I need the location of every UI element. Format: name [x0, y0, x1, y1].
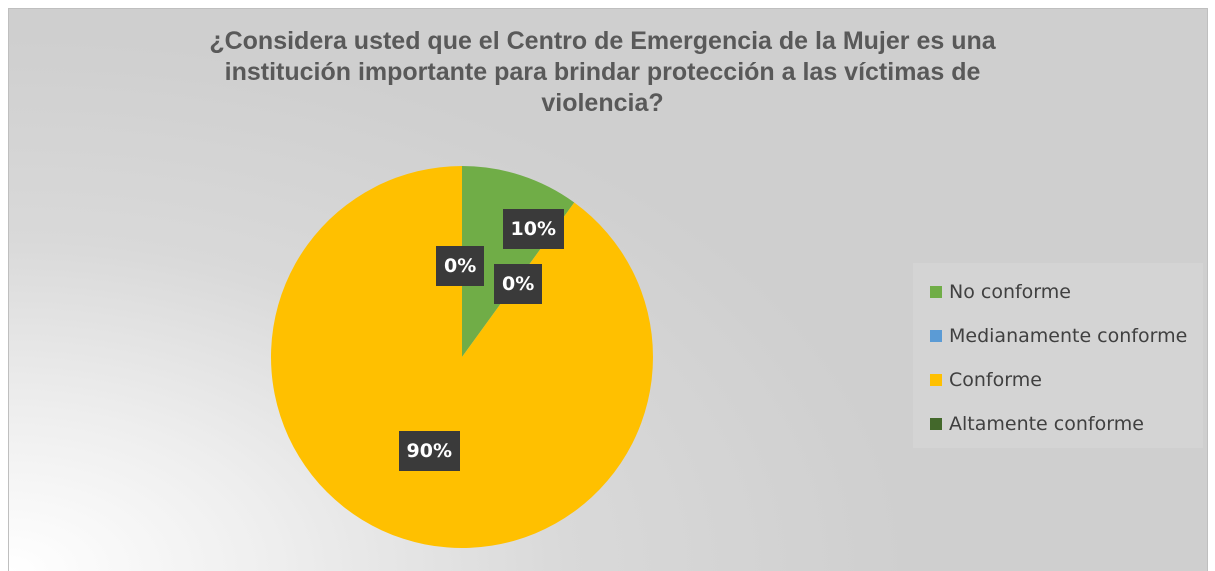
data-label-medianamente-conforme: 0%: [494, 264, 543, 304]
data-label-conforme: 90%: [398, 431, 460, 471]
chart-title-line: ¿Considera usted que el Centro de Emerge…: [209, 27, 996, 55]
legend-swatch: [930, 374, 942, 386]
legend-label: Altamente conforme: [949, 413, 1144, 435]
data-label-altamente-conforme: 0%: [436, 246, 485, 286]
data-label-no-conforme: 10%: [502, 209, 564, 249]
legend-swatch: [930, 418, 942, 430]
legend-item-no-conforme: No conforme: [930, 280, 1071, 304]
chart-title-line: violencia?: [541, 89, 664, 117]
legend-label: No conforme: [949, 281, 1071, 303]
legend-item-medianamente-conforme: Medianamente conforme: [930, 324, 1187, 348]
legend-swatch: [930, 330, 942, 342]
chart-title-line: institución importante para brindar prot…: [224, 58, 981, 86]
legend-label: Medianamente conforme: [949, 325, 1188, 347]
legend-label: Conforme: [949, 369, 1042, 391]
legend: No conforme Medianamente conforme Conforme…: [913, 263, 1203, 448]
legend-item-conforme: Conforme: [930, 368, 1042, 392]
legend-item-altamente-conforme: Altamente conforme: [930, 412, 1144, 436]
legend-swatch: [930, 286, 942, 298]
pie-slice-conforme: [270, 166, 653, 548]
chart-title: ¿Considera usted que el Centro de Emerge…: [150, 26, 1055, 119]
